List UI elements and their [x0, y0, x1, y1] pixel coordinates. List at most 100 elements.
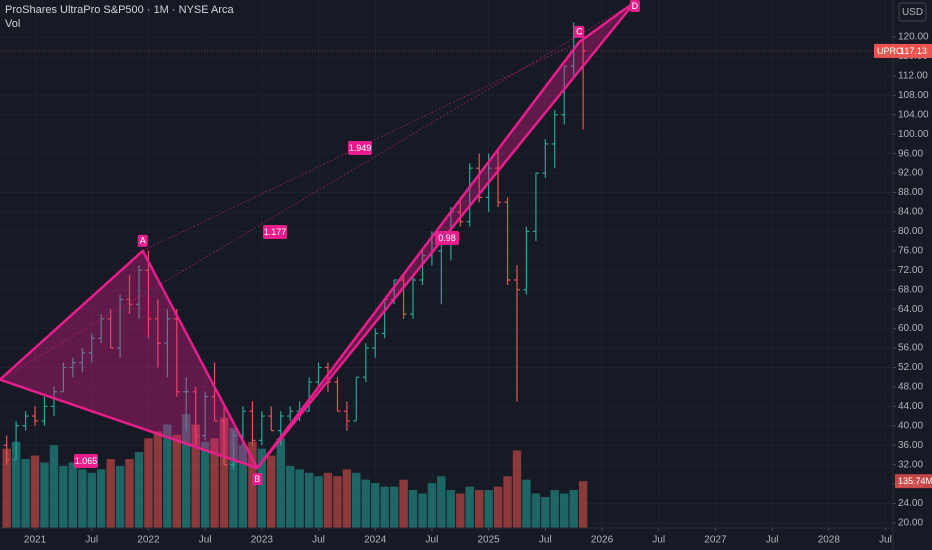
y-tick-label: 32.00: [898, 459, 923, 470]
volume-bar: [465, 486, 474, 528]
volume-bar: [560, 493, 569, 528]
volume-bar: [115, 465, 125, 528]
volume-bar: [314, 476, 323, 528]
x-tick-label: Jul: [652, 535, 665, 546]
y-tick-label: 100.00: [898, 129, 929, 140]
volume-bar: [531, 493, 541, 528]
y-tick-label: 96.00: [898, 148, 923, 159]
volume-layer: [2, 414, 588, 528]
volume-bar: [399, 479, 408, 528]
volume-bar: [144, 438, 153, 528]
x-tick-label: 2026: [591, 535, 614, 546]
y-tick-label: 84.00: [898, 207, 923, 218]
y-tick-label: 88.00: [898, 187, 923, 198]
x-tick-label: 2025: [478, 535, 501, 546]
volume-bar: [446, 490, 456, 528]
volume-bar: [267, 455, 276, 528]
volume-bar: [333, 476, 342, 528]
pattern-point-box: [252, 473, 263, 486]
volume-bar: [323, 472, 333, 528]
pattern-point-box: [629, 0, 640, 12]
x-tick-label: 2027: [704, 535, 727, 546]
volume-bar: [342, 469, 352, 528]
volume-bar: [2, 448, 11, 528]
pattern-point-label: C: [576, 27, 583, 37]
last-price-label: 117.13: [900, 46, 927, 56]
volume-bar: [78, 469, 87, 528]
volume-bar: [21, 459, 30, 528]
ratio-label: 1.065: [75, 456, 98, 466]
ratio-box: [348, 141, 372, 155]
volume-bar: [59, 465, 68, 528]
volume-bar: [380, 486, 389, 528]
currency: USD: [902, 7, 923, 18]
volume-bar: [361, 479, 371, 528]
volume-bar: [229, 427, 238, 528]
volume-bar: [210, 438, 219, 528]
x-tick-label: Jul: [766, 535, 779, 546]
pattern-ratio-line: [0, 1, 636, 381]
x-tick-label: Jul: [85, 535, 98, 546]
pattern-point-label: B: [254, 474, 260, 484]
y-tick-label: 60.00: [898, 323, 923, 334]
volume-bar: [276, 438, 285, 528]
x-tick-label: Jul: [199, 535, 212, 546]
ratio-label: 1.949: [349, 143, 372, 153]
pattern-layer: A B C D 1.065 1.177 1.949 0.98: [0, 0, 893, 486]
volume-bar: [484, 490, 493, 528]
volume-bar: [493, 486, 503, 528]
volume-bar: [408, 490, 418, 528]
volume-bar: [352, 472, 361, 528]
y-tick-label: 92.00: [898, 168, 923, 179]
y-tick-label: 68.00: [898, 284, 923, 295]
volume-tag: [895, 474, 932, 489]
volume-bar: [49, 445, 59, 528]
volume-bar: [427, 483, 437, 528]
y-tick-label: 20.00: [898, 518, 923, 529]
volume-bar: [163, 424, 172, 528]
volume-bar: [285, 465, 295, 528]
pattern-ratio-line: [142, 41, 580, 252]
volume-bar: [522, 479, 531, 528]
x-tick-label: 2021: [24, 535, 47, 546]
volume-tag-label: 135.74M: [898, 476, 932, 486]
volume-bar: [96, 469, 106, 528]
y-tick-label: 48.00: [898, 382, 923, 393]
pattern-point-box: [137, 234, 148, 247]
volume-bar: [578, 481, 588, 528]
last-price-tag: [874, 43, 932, 58]
volume-bar: [418, 493, 427, 528]
pattern-point-box: [574, 25, 585, 38]
y-tick-label: 120.00: [898, 32, 929, 43]
symbol-tag: UPRO: [877, 46, 903, 56]
volume-bar: [389, 486, 399, 528]
y-tick-label: 72.00: [898, 265, 923, 276]
ratio-box: [74, 454, 98, 468]
y-tick-label: 108.00: [898, 90, 929, 101]
volume-bar: [68, 462, 78, 528]
x-tick-label: Jul: [879, 535, 892, 546]
ratio-label: 0.98: [438, 233, 456, 243]
ratio-box: [263, 225, 287, 239]
price-layer: [3, 22, 587, 470]
volume-bar: [153, 431, 163, 528]
ratio-label: 1.177: [264, 227, 287, 237]
y-tick-label: 64.00: [898, 304, 923, 315]
ratio-box: [435, 231, 459, 245]
x-tick-label: 2022: [137, 535, 160, 546]
price-axis-bg: [893, 0, 932, 550]
y-tick-label: 112.00: [898, 71, 928, 82]
volume-bar: [550, 490, 559, 528]
volume-bar: [200, 441, 210, 528]
volume-bar: [257, 448, 267, 528]
currency-box[interactable]: [898, 2, 927, 22]
x-tick-label: 2024: [364, 535, 387, 546]
volume-bar: [295, 469, 304, 528]
x-tick-label: 2023: [251, 535, 274, 546]
volume-bar: [456, 493, 465, 528]
volume-bar: [475, 490, 484, 528]
pattern-ratio-line: [0, 379, 258, 469]
volume-bar: [304, 472, 314, 528]
volume-bar: [503, 476, 512, 528]
